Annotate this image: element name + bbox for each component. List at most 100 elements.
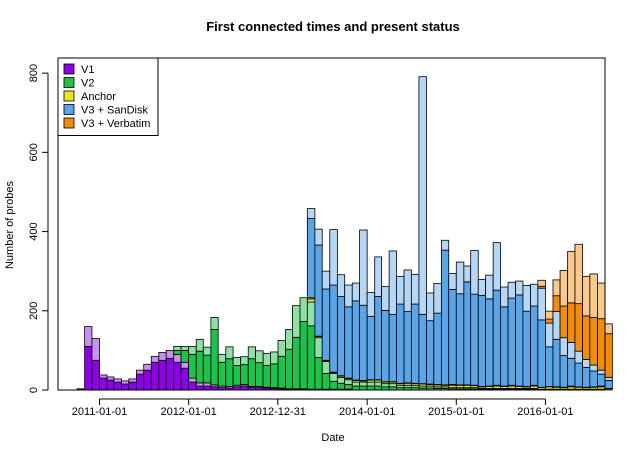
bar-v2-disconnected xyxy=(344,379,353,385)
bar-v3-sandisk-connected xyxy=(426,320,435,385)
bar-v3-sandisk-connected xyxy=(329,284,338,373)
bar-v1-disconnected xyxy=(173,353,182,363)
y-axis-label: Number of probes xyxy=(4,180,16,269)
bar-v2-connected xyxy=(188,353,197,379)
bar-v3-verbatim-disconnected xyxy=(567,250,576,304)
bar-v2-connected xyxy=(210,328,219,386)
bar-v2-disconnected xyxy=(210,317,219,330)
bar-v3-sandisk-disconnected xyxy=(374,256,382,297)
bar-v2-connected xyxy=(336,382,346,390)
bar-anchor-connected xyxy=(306,298,316,303)
bar-v1-connected xyxy=(128,381,137,391)
bar-v3-sandisk-connected xyxy=(321,288,331,361)
bar-v2-disconnected xyxy=(262,353,271,366)
bar-v2-connected xyxy=(292,336,301,390)
bar-v1-connected xyxy=(180,367,190,391)
bar-v3-sandisk-connected xyxy=(388,313,397,383)
bar-v3-sandisk-connected xyxy=(567,357,576,387)
bar-v1-connected xyxy=(113,381,122,391)
bar-v3-sandisk-connected xyxy=(314,244,323,337)
bar-v3-sandisk-connected xyxy=(418,313,427,385)
bar-v3-sandisk-disconnected xyxy=(477,279,486,296)
bar-v3-sandisk-connected xyxy=(537,319,546,388)
bar-v3-sandisk-disconnected xyxy=(418,76,427,315)
bar-v2-disconnected xyxy=(292,305,301,338)
plot-frame xyxy=(57,57,606,391)
bar-v3-sandisk-connected xyxy=(574,362,583,388)
legend-swatch-v1 xyxy=(63,63,75,75)
bar-v2-connected xyxy=(344,384,353,390)
bar-v2-disconnected xyxy=(195,338,204,352)
bar-v1-connected xyxy=(158,359,167,391)
bar-v1-disconnected xyxy=(158,351,167,361)
bar-v3-sandisk-disconnected xyxy=(530,283,539,307)
bar-v3-verbatim-connected xyxy=(604,333,613,378)
chart-title: First connected times and present status xyxy=(206,19,460,34)
bar-v3-sandisk-disconnected xyxy=(552,311,561,340)
bar-v2-disconnected xyxy=(225,346,234,360)
bar-v3-sandisk-connected xyxy=(306,218,316,299)
bar-v3-sandisk-disconnected xyxy=(396,275,405,305)
legend-swatch-v3-verbatim xyxy=(63,117,75,129)
bar-v3-sandisk-disconnected xyxy=(492,242,501,291)
bar-v3-sandisk-connected xyxy=(582,367,591,388)
bar-v3-verbatim-connected xyxy=(582,315,591,360)
bar-v3-verbatim-disconnected xyxy=(582,275,591,317)
bar-v3-sandisk-connected xyxy=(559,355,569,388)
bar-v3-verbatim-disconnected xyxy=(597,282,606,320)
bar-v3-sandisk-disconnected xyxy=(589,364,598,372)
bar-v2-disconnected xyxy=(336,376,346,384)
legend-swatch-anchor xyxy=(63,90,75,102)
bar-v1-disconnected xyxy=(99,374,108,379)
bar-v3-sandisk-connected xyxy=(597,373,606,387)
bar-v3-sandisk-connected xyxy=(492,289,501,386)
bar-v3-sandisk-disconnected xyxy=(336,274,346,297)
x-tick-label: 2011-01-01 xyxy=(72,406,127,418)
bar-v1-connected xyxy=(121,383,130,391)
bar-v3-sandisk-disconnected xyxy=(410,273,420,305)
legend-label-anchor: Anchor xyxy=(81,91,116,103)
bar-v1-connected xyxy=(91,359,100,391)
bar-v1-disconnected xyxy=(180,361,190,369)
legend-label-v3-sandisk: V3 + SanDisk xyxy=(81,105,148,117)
bar-v2-disconnected xyxy=(351,381,360,387)
bar-v3-sandisk-connected xyxy=(433,312,442,385)
bar-v3-sandisk-disconnected xyxy=(306,208,316,219)
bar-v3-sandisk-connected xyxy=(366,315,376,381)
bar-v2-disconnected xyxy=(314,337,323,358)
bar-v3-sandisk-connected xyxy=(455,293,465,386)
bar-v3-sandisk-disconnected xyxy=(344,284,353,308)
legend-swatch-v3-sandisk xyxy=(63,104,75,115)
bar-v1-disconnected xyxy=(135,369,145,375)
bar-v3-sandisk-disconnected xyxy=(381,286,390,311)
legend-label-v1: V1 xyxy=(81,64,94,76)
x-tick-label: 2016-01-01 xyxy=(517,406,573,418)
bar-v3-sandisk-connected xyxy=(507,297,517,386)
bar-v3-sandisk-disconnected xyxy=(448,273,457,290)
bar-v2-connected xyxy=(366,385,376,391)
bar-v2-disconnected xyxy=(188,346,197,355)
bar-v1-disconnected xyxy=(150,355,160,363)
bar-v3-sandisk-disconnected xyxy=(351,282,360,302)
bar-v3-sandisk-connected xyxy=(396,303,405,384)
bar-v3-sandisk-connected xyxy=(359,304,368,381)
bar-v2-disconnected xyxy=(329,372,338,382)
y-tick-label: 0 xyxy=(28,387,40,393)
bar-v3-sandisk-disconnected xyxy=(463,265,472,283)
bar-v2-connected xyxy=(277,355,286,389)
bar-v1-connected xyxy=(106,379,115,391)
bar-v2-connected xyxy=(359,385,368,391)
bar-v3-verbatim-connected xyxy=(552,295,561,312)
x-axis-label: Date xyxy=(321,432,344,444)
legend-box xyxy=(57,57,159,136)
bar-v3-sandisk-connected xyxy=(470,293,479,386)
bar-v3-verbatim-disconnected xyxy=(604,323,613,335)
bar-v2-disconnected xyxy=(232,357,242,366)
bar-v3-sandisk-connected xyxy=(463,281,472,386)
bar-v3-sandisk-connected xyxy=(448,288,457,385)
bar-v2-connected xyxy=(285,348,293,390)
bar-v1-connected xyxy=(165,357,175,391)
bar-v1-disconnected xyxy=(113,378,122,383)
